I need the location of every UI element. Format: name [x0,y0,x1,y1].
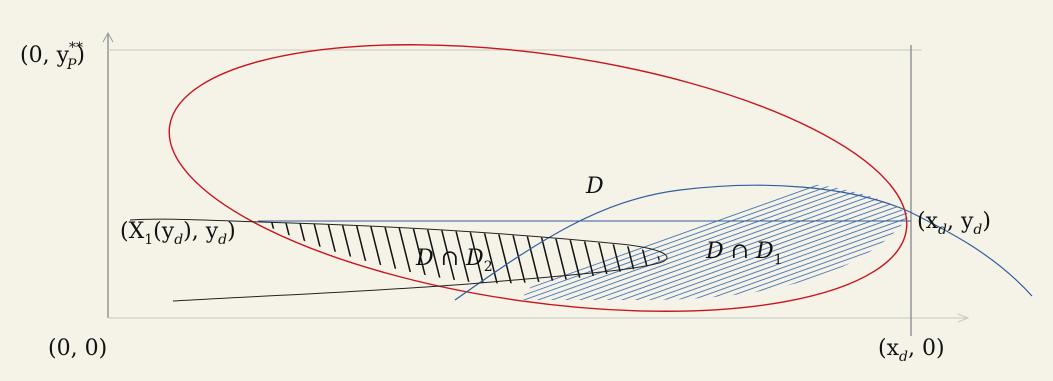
hatch-line-blue [859,181,910,300]
hatch-line-blue [972,170,1053,320]
label-x-axis-point: (xd, 0) [878,336,945,365]
hatch-line-blue [901,181,910,300]
hatch-line-blue [649,181,910,300]
label-y-axis-top: (0, y** P) [20,40,85,73]
hatch-line-blue [789,181,910,300]
label-region-d-cap-d2: D ∩ D2 [415,246,493,275]
hatch-line-blue [565,181,910,300]
hatch-line-blue [930,170,1053,320]
label-origin: (0, 0) [48,336,107,361]
y-axis-arrow-icon [102,31,114,43]
label-point-right: (xd, yd) [917,209,991,238]
ellipse-d [168,44,908,312]
label-point-left: (X1(yd), yd) [120,219,236,248]
hatch-line-blue [845,181,910,300]
hatch-line-blue [944,170,1053,320]
hatch-line-blue [520,181,889,300]
hatch-line-blue [635,181,910,300]
hatch-line-black [395,222,417,284]
x-axis-arrow-icon [957,313,970,323]
hatch-line-black [577,222,599,284]
hatch-line-blue [733,181,910,300]
hatch-line-blue [520,181,910,300]
hatch-line-black [591,222,613,284]
hatch-line-blue [520,181,903,300]
hatch-line-blue [593,181,910,300]
hatch-line-blue [607,181,910,300]
hatch-line-blue [579,181,910,300]
hatch-line-black [521,222,543,284]
hatch-line-black [535,222,557,284]
blue-curve-d1 [454,184,1033,301]
hatch-line-blue [520,181,910,300]
hatch-line-blue [958,170,1053,320]
label-region-d: D [585,174,604,199]
hatch-line-blue [916,170,1053,320]
hatch-line-blue [520,181,861,300]
hatch-line-blue [831,181,910,300]
hatch-line-blue [986,170,1053,320]
black-curve-d2 [129,218,668,302]
hatch-line-blue [621,181,910,300]
label-region-d-cap-d1: D ∩ D1 [705,239,783,268]
